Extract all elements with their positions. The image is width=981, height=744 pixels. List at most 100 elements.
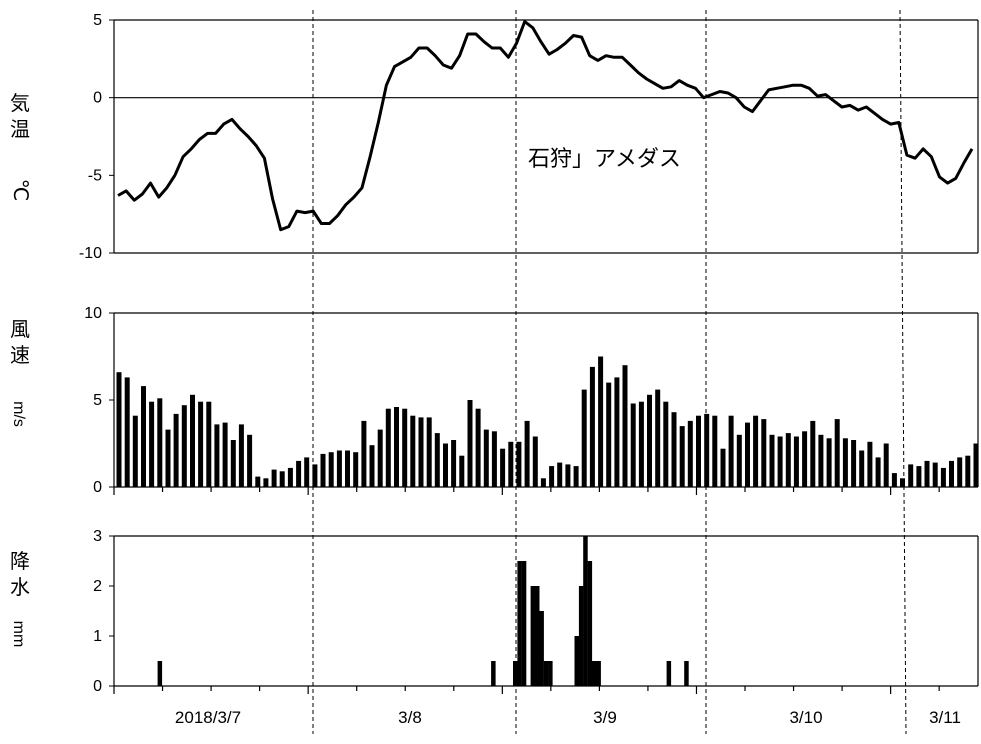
bar: [508, 441, 514, 487]
x-category-label: 2018/3/7: [175, 708, 241, 727]
bar: [826, 438, 832, 487]
wind-bars: [116, 356, 979, 487]
bar: [638, 401, 644, 487]
bar: [573, 466, 579, 487]
bar: [475, 408, 481, 487]
bar: [679, 426, 685, 487]
bar: [932, 462, 938, 487]
bar: [587, 561, 593, 686]
bar: [720, 448, 726, 487]
temperature-panel: 気 温 ℃ 5 0 -5 -10 石狩」アメダス: [9, 12, 979, 262]
bar: [940, 467, 946, 487]
bar: [524, 420, 530, 487]
bar: [777, 436, 783, 487]
bar: [818, 434, 824, 487]
bar: [851, 440, 857, 487]
temperature-ylabel-2: 温: [10, 118, 30, 141]
bar: [606, 382, 612, 487]
temperature-ylabel-unit: ℃: [9, 179, 31, 201]
bar: [785, 433, 791, 487]
bar: [530, 586, 536, 686]
bar: [859, 450, 865, 487]
x-category-label: 3/10: [789, 708, 822, 727]
y-tick-label: 2: [93, 578, 102, 595]
bar: [517, 561, 522, 686]
bar: [287, 467, 293, 487]
bar: [684, 661, 689, 686]
bar: [696, 415, 701, 487]
precip-axes: 3 2 1 0: [93, 528, 979, 695]
bar: [973, 443, 979, 487]
bar: [385, 408, 391, 487]
bar: [712, 415, 718, 487]
bar: [198, 401, 204, 487]
bar: [965, 455, 971, 487]
bar: [320, 453, 326, 487]
bar: [916, 466, 922, 487]
precip-ylabel-unit: mm: [10, 621, 27, 648]
bar: [543, 661, 549, 686]
bar: [271, 469, 277, 487]
bar: [165, 429, 171, 487]
bar: [578, 586, 584, 686]
bar: [549, 466, 555, 487]
bar: [451, 440, 457, 487]
bar: [255, 476, 261, 487]
bar: [467, 400, 473, 487]
bar: [949, 460, 954, 487]
bar: [443, 443, 448, 487]
bar: [761, 419, 767, 487]
bar: [592, 661, 597, 686]
bar: [535, 586, 540, 686]
bar: [793, 436, 799, 487]
bar: [304, 457, 310, 487]
bar: [369, 445, 375, 487]
x-category-label: 3/9: [593, 708, 617, 727]
bar: [394, 407, 399, 487]
precip-ylabel-2: 水: [10, 576, 30, 599]
bar: [132, 415, 138, 487]
bar: [728, 415, 734, 487]
bar: [141, 386, 146, 487]
bar: [810, 420, 816, 487]
day-dividers: [312, 9, 907, 735]
bar: [875, 457, 881, 487]
bar: [548, 661, 553, 686]
y-tick-label: 3: [93, 528, 102, 545]
bar: [345, 450, 350, 487]
bar: [361, 420, 367, 487]
bar: [426, 417, 432, 487]
bar: [483, 429, 489, 487]
precip-ylabel-1: 降: [10, 550, 30, 573]
day-divider: [899, 9, 907, 735]
x-categories: 2018/3/7 3/8 3/9 3/10 3/11: [175, 708, 961, 727]
bar: [598, 356, 604, 487]
bar: [353, 452, 359, 487]
bar: [116, 372, 122, 487]
bar: [500, 448, 506, 487]
bar: [581, 389, 587, 487]
temperature-axes: 5 0 -5 -10: [79, 12, 979, 262]
y-tick-label: 5: [93, 392, 102, 409]
bar: [745, 422, 750, 487]
bar: [222, 422, 228, 487]
y-tick-label: -10: [79, 245, 102, 262]
bar: [924, 460, 930, 487]
wind-ylabel-1: 風: [10, 319, 30, 341]
bar: [540, 478, 546, 487]
bar: [513, 661, 518, 686]
bar: [834, 419, 840, 487]
bar: [124, 377, 130, 487]
precip-bars: [157, 536, 689, 686]
bar: [377, 429, 383, 487]
bar: [614, 377, 620, 487]
bar: [491, 661, 496, 686]
bar: [410, 415, 416, 487]
wind-ylabel-2: 速: [10, 344, 30, 367]
x-category-label: 3/8: [398, 708, 422, 727]
bar: [655, 389, 661, 487]
bar: [891, 473, 897, 487]
bar: [842, 438, 848, 487]
station-annotation: 石狩」アメダス: [528, 146, 681, 171]
